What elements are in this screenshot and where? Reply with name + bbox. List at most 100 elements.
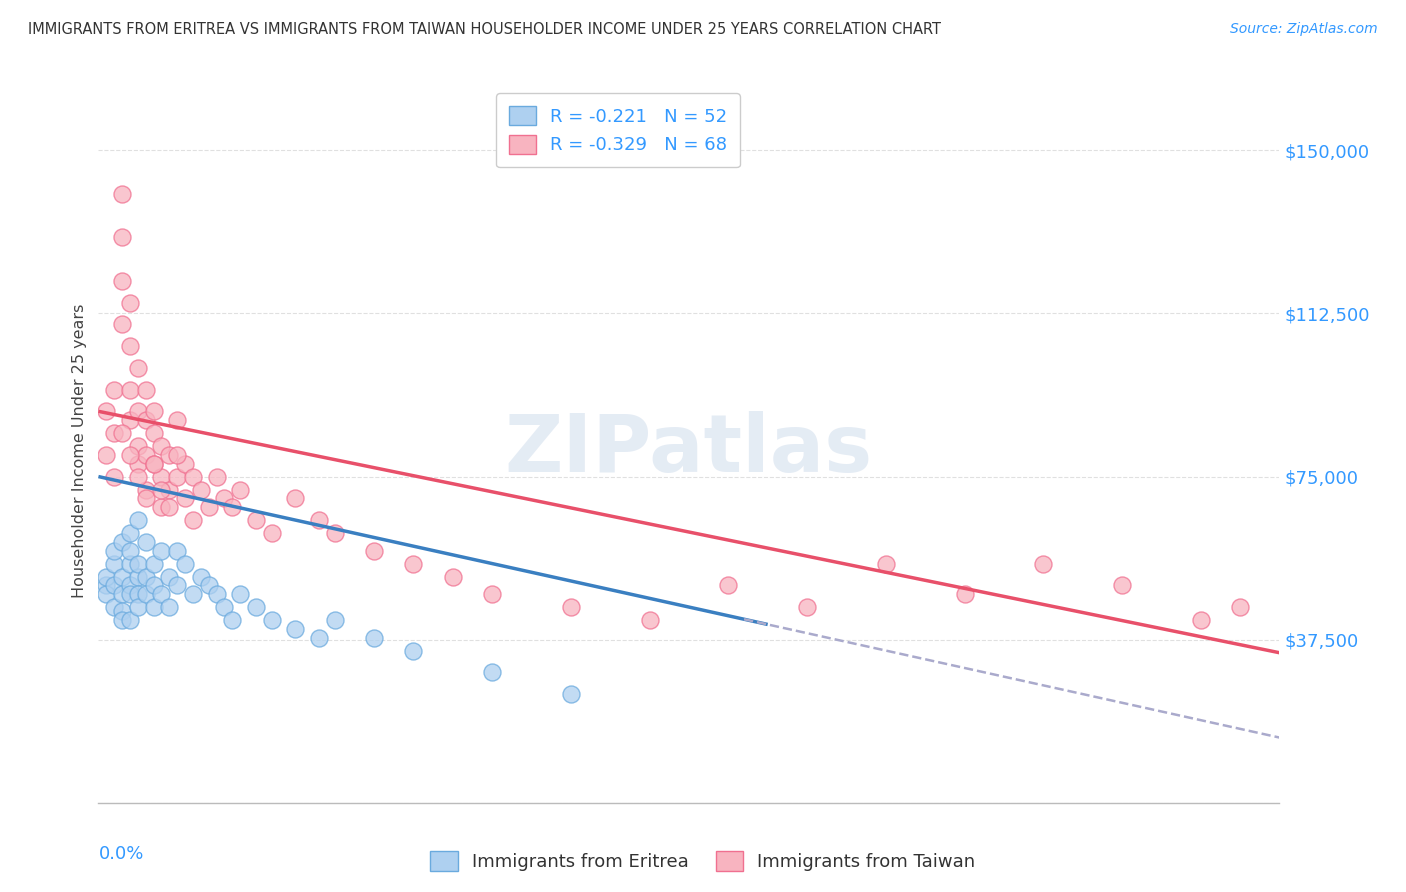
Point — [127, 600, 149, 615]
Point — [150, 543, 173, 558]
Point — [174, 491, 197, 506]
Point — [111, 613, 134, 627]
Point — [560, 687, 582, 701]
Point — [96, 578, 118, 592]
Point — [190, 569, 212, 583]
Point — [142, 557, 165, 571]
Point — [135, 587, 157, 601]
Point — [135, 534, 157, 549]
Point — [127, 404, 149, 418]
Point — [284, 622, 307, 636]
Point — [111, 230, 134, 244]
Point — [135, 448, 157, 462]
Point — [717, 578, 740, 592]
Point — [481, 665, 503, 680]
Point — [111, 604, 134, 618]
Point — [1032, 557, 1054, 571]
Point — [190, 483, 212, 497]
Point — [135, 491, 157, 506]
Point — [111, 587, 134, 601]
Point — [1189, 613, 1212, 627]
Point — [875, 557, 897, 571]
Point — [150, 483, 173, 497]
Point — [111, 569, 134, 583]
Point — [308, 631, 330, 645]
Point — [245, 600, 267, 615]
Point — [127, 513, 149, 527]
Y-axis label: Householder Income Under 25 years: Householder Income Under 25 years — [72, 303, 87, 598]
Point — [166, 413, 188, 427]
Point — [150, 500, 173, 514]
Point — [166, 578, 188, 592]
Point — [118, 295, 141, 310]
Point — [323, 613, 346, 627]
Point — [481, 587, 503, 601]
Point — [127, 569, 149, 583]
Point — [953, 587, 976, 601]
Point — [157, 500, 180, 514]
Point — [103, 425, 125, 440]
Point — [402, 643, 425, 657]
Point — [363, 543, 385, 558]
Point — [157, 600, 180, 615]
Text: IMMIGRANTS FROM ERITREA VS IMMIGRANTS FROM TAIWAN HOUSEHOLDER INCOME UNDER 25 YE: IMMIGRANTS FROM ERITREA VS IMMIGRANTS FR… — [28, 22, 941, 37]
Point — [103, 557, 125, 571]
Point — [127, 587, 149, 601]
Point — [157, 448, 180, 462]
Point — [214, 491, 236, 506]
Point — [142, 404, 165, 418]
Point — [174, 457, 197, 471]
Text: ZIPatlas: ZIPatlas — [505, 411, 873, 490]
Point — [308, 513, 330, 527]
Point — [150, 439, 173, 453]
Point — [118, 339, 141, 353]
Point — [284, 491, 307, 506]
Point — [96, 404, 118, 418]
Point — [166, 469, 188, 483]
Point — [229, 483, 252, 497]
Point — [142, 578, 165, 592]
Point — [127, 557, 149, 571]
Point — [127, 469, 149, 483]
Point — [118, 448, 141, 462]
Point — [103, 600, 125, 615]
Point — [260, 613, 283, 627]
Point — [150, 469, 173, 483]
Point — [118, 587, 141, 601]
Point — [118, 383, 141, 397]
Legend: Immigrants from Eritrea, Immigrants from Taiwan: Immigrants from Eritrea, Immigrants from… — [423, 844, 983, 879]
Point — [103, 469, 125, 483]
Point — [166, 543, 188, 558]
Point — [111, 318, 134, 332]
Point — [118, 543, 141, 558]
Point — [142, 457, 165, 471]
Point — [111, 425, 134, 440]
Point — [142, 600, 165, 615]
Text: 0.0%: 0.0% — [98, 845, 143, 863]
Point — [638, 613, 661, 627]
Point — [181, 513, 204, 527]
Point — [441, 569, 464, 583]
Point — [205, 469, 228, 483]
Point — [142, 425, 165, 440]
Point — [174, 557, 197, 571]
Point — [135, 569, 157, 583]
Point — [323, 526, 346, 541]
Point — [118, 613, 141, 627]
Text: Source: ZipAtlas.com: Source: ZipAtlas.com — [1230, 22, 1378, 37]
Point — [111, 534, 134, 549]
Point — [150, 587, 173, 601]
Point — [127, 360, 149, 375]
Point — [135, 383, 157, 397]
Point — [103, 543, 125, 558]
Point — [1229, 600, 1251, 615]
Point — [197, 500, 219, 514]
Point — [260, 526, 283, 541]
Point — [118, 413, 141, 427]
Point — [111, 274, 134, 288]
Point — [103, 578, 125, 592]
Point — [111, 186, 134, 201]
Point — [221, 500, 243, 514]
Point — [1111, 578, 1133, 592]
Point — [96, 448, 118, 462]
